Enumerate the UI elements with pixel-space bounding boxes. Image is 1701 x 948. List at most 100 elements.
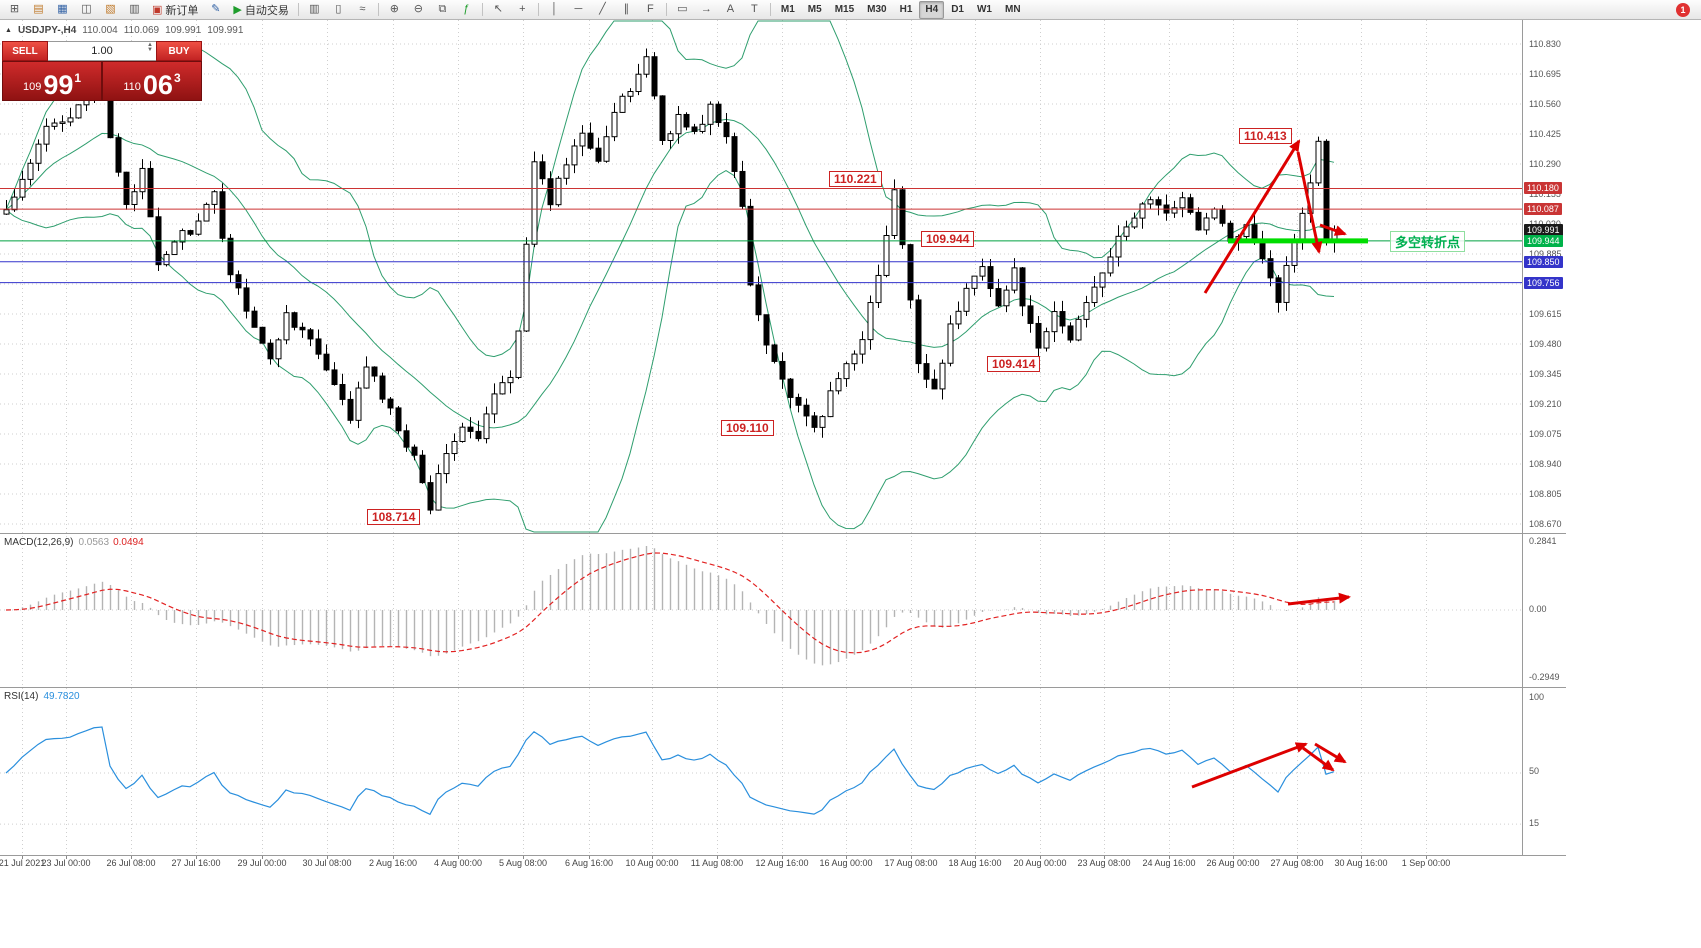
fibonacci-button[interactable]: F — [639, 0, 662, 19]
autotrading-icon: ▶ — [233, 4, 242, 16]
price-tag: 109.756 — [1524, 276, 1563, 289]
chart-price-annotation[interactable]: 109.944 — [921, 231, 975, 247]
time-axis-label: 26 Aug 00:00 — [1206, 858, 1260, 868]
buy-price-main: 06 — [142, 69, 173, 100]
autotrading-button[interactable]: ▶ 自动交易 — [228, 1, 293, 18]
one-click-trading-panel: SELL ▲ ▼ BUY 109 99 1 110 06 3 — [2, 41, 202, 101]
time-axis-label: 17 Aug 08:00 — [884, 858, 938, 868]
candle-chart-icon: ▯ — [335, 3, 342, 15]
cursor-icon: ↖ — [493, 3, 503, 15]
vertical-line-button[interactable]: │ — [543, 0, 566, 19]
volume-increment-icon[interactable]: ▲ — [147, 42, 153, 48]
zoom-out-button[interactable]: ⊖ — [407, 0, 430, 19]
timeframe-m15-button[interactable]: M15 — [834, 4, 855, 15]
shapes-icon: ▭ — [677, 3, 688, 15]
shapes-button[interactable]: ▭ — [671, 0, 694, 19]
rsi-scale-bottom: 15 — [1529, 818, 1540, 828]
chart-price-annotation[interactable]: 109.414 — [987, 356, 1041, 372]
text-label-icon: T — [751, 3, 758, 15]
toolbar-separator — [481, 3, 483, 16]
price-tag: 109.850 — [1524, 255, 1563, 268]
zoom-out-icon: ⊖ — [413, 3, 423, 15]
turning-point-note[interactable]: 多空转折点 — [1390, 231, 1466, 252]
crosshair-button[interactable]: + — [511, 0, 534, 19]
line-chart-button[interactable]: ≈ — [351, 0, 374, 19]
indicators-button[interactable]: ƒ — [455, 0, 478, 19]
time-axis-label: 16 Aug 00:00 — [819, 858, 873, 868]
collapse-trade-panel-icon[interactable]: ▲ — [5, 27, 12, 34]
time-axis-label: 2 Aug 16:00 — [368, 858, 418, 868]
macd-signal-value: 0.0494 — [113, 537, 144, 548]
price-axis-label: 109.615 — [1529, 308, 1562, 319]
time-axis-label: 5 Aug 08:00 — [498, 858, 548, 868]
notification-badge[interactable]: 1 — [1676, 2, 1690, 17]
channel-icon: ∥ — [623, 3, 630, 15]
data-window-button[interactable]: ◫ — [75, 0, 98, 19]
timeframe-w1-button[interactable]: W1 — [976, 4, 992, 15]
arrows-tool-button[interactable]: → — [695, 0, 718, 19]
profiles-button[interactable]: ▤ — [27, 0, 50, 19]
new-chart-button[interactable]: ⊞ — [3, 0, 26, 19]
ohlc-low: 109.991 — [165, 25, 202, 36]
macd-scale-top: 0.2841 — [1529, 536, 1557, 546]
volume-input[interactable] — [71, 44, 133, 58]
terminal-button[interactable]: ▥ — [123, 0, 146, 19]
price-axis-label: 109.885 — [1529, 248, 1562, 259]
volume-box: ▲ ▼ — [48, 41, 156, 61]
data-window-icon: ◫ — [81, 3, 92, 15]
time-axis-label: 1 Sep 00:00 — [1401, 858, 1451, 868]
zoom-in-button[interactable]: ⊕ — [383, 0, 406, 19]
line-chart-icon: ≈ — [359, 3, 366, 15]
trendline-icon: ╱ — [599, 3, 606, 15]
trendline-button[interactable]: ╱ — [591, 0, 614, 19]
sell-price-display[interactable]: 109 99 1 — [2, 61, 102, 101]
symbol-title: USDJPY-,H4 — [17, 25, 77, 36]
macd-main-value: 0.0563 — [78, 537, 110, 548]
profiles-icon: ▤ — [33, 3, 44, 15]
price-axis-label: 110.830 — [1529, 39, 1561, 49]
price-axis-label: 110.020 — [1529, 219, 1561, 229]
macd-layer — [5, 546, 1336, 666]
grid-layer — [0, 20, 1522, 859]
text-tool-icon: A — [726, 3, 735, 15]
market-watch-button[interactable]: ▦ — [51, 0, 74, 19]
tile-windows-button[interactable]: ⧉ — [431, 0, 454, 19]
time-axis-label: 24 Aug 16:00 — [1142, 858, 1196, 868]
sell-button[interactable]: SELL — [2, 41, 48, 61]
macd-name: MACD(12,26,9) — [4, 537, 74, 548]
text-tool-button[interactable]: A — [719, 0, 742, 19]
rsi-name: RSI(14) — [4, 691, 39, 702]
channel-button[interactable]: ∥ — [615, 0, 638, 19]
cursor-button[interactable]: ↖ — [487, 0, 510, 19]
horizontal-line-icon: ─ — [574, 3, 583, 15]
price-axis-label: 108.670 — [1529, 518, 1562, 529]
volume-decrement-icon[interactable]: ▼ — [147, 47, 153, 54]
chart-price-annotation[interactable]: 110.221 — [829, 171, 882, 187]
chart-price-annotation[interactable]: 110.413 — [1239, 128, 1292, 144]
timeframe-d1-button[interactable]: D1 — [951, 4, 964, 15]
candles-layer — [3, 48, 1338, 515]
price-tag: 110.087 — [1524, 203, 1562, 216]
bollinger-bands — [5, 20, 1335, 533]
text-label-button[interactable]: T — [743, 0, 766, 19]
timeframe-mn-button[interactable]: MN — [1004, 4, 1021, 15]
new-order-button[interactable]: ▣ 新订单 — [147, 1, 203, 18]
price-axis-label: 108.940 — [1529, 458, 1562, 469]
timeframe-h4-button[interactable]: H4 — [919, 0, 945, 19]
timeframe-h1-button[interactable]: H1 — [899, 4, 913, 15]
metaeditor-button[interactable]: ✎ — [204, 0, 227, 19]
timeframe-m30-button[interactable]: M30 — [867, 4, 887, 15]
buy-button[interactable]: BUY — [156, 41, 202, 61]
timeframe-m1-button[interactable]: M1 — [780, 4, 795, 15]
chart-price-annotation[interactable]: 109.110 — [721, 420, 774, 436]
candle-chart-button[interactable]: ▯ — [327, 0, 350, 19]
navigator-button[interactable]: ▧ — [99, 0, 122, 19]
horizontal-line-button[interactable]: ─ — [567, 0, 590, 19]
buy-price-display[interactable]: 110 06 3 — [102, 61, 202, 101]
bar-chart-button[interactable]: ▥ — [303, 0, 326, 19]
price-axis-label: 110.290 — [1529, 158, 1561, 169]
time-axis-label: 18 Aug 16:00 — [948, 858, 1002, 868]
chart-price-annotation[interactable]: 108.714 — [367, 509, 421, 525]
timeframe-m5-button[interactable]: M5 — [807, 4, 822, 15]
